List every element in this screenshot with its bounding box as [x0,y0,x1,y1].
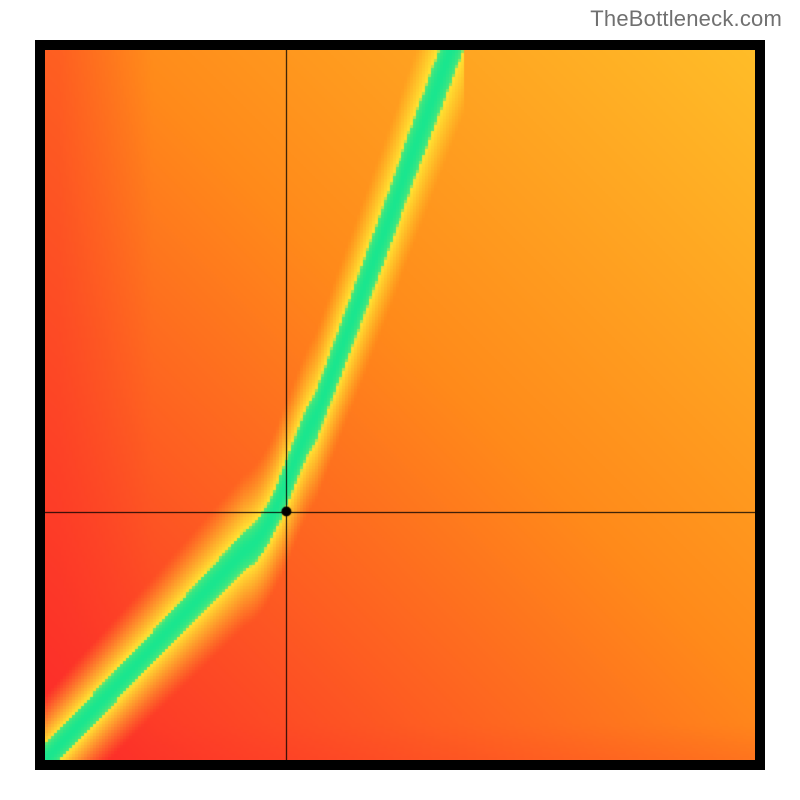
chart-container: TheBottleneck.com [0,0,800,800]
crosshair-overlay [45,50,755,760]
watermark-text: TheBottleneck.com [590,6,782,32]
